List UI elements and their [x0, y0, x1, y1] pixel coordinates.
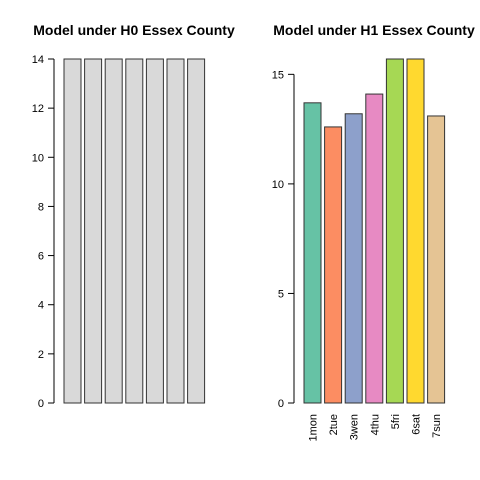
x-tick-label: 6sat [411, 414, 423, 435]
bar-5fri [385, 58, 404, 404]
chart-title: Model under H0 Essex County [33, 22, 235, 38]
bar-3wen [104, 58, 123, 404]
x-labels: 1mon 2tue 3wen 4thu 5fri 6sat 7sun [308, 414, 444, 442]
bar-1mon [63, 58, 82, 404]
bars [303, 58, 446, 404]
x-tick-label: 3wen [349, 414, 361, 440]
x-tick-label: 5fri [390, 414, 402, 429]
bar-7sun [187, 58, 206, 404]
x-tick-label: 1mon [308, 414, 320, 442]
y-tick-label: 0 [38, 398, 44, 410]
bars [63, 58, 206, 404]
y-tick-label: 10 [32, 152, 44, 164]
y-tick-label: 15 [272, 69, 284, 81]
x-tick-label: 2tue [328, 414, 340, 435]
x-tick-label: 4thu [369, 414, 381, 435]
bar-1mon [303, 102, 322, 404]
bar-6sat [406, 58, 425, 404]
x-tick-label: 7sun [431, 414, 443, 438]
chart-title: Model under H1 Essex County [273, 22, 475, 38]
y-axis: 0 5 10 15 [272, 69, 295, 410]
y-tick-label: 8 [38, 201, 44, 213]
y-tick-label: 12 [32, 103, 44, 115]
bar-5fri [145, 58, 164, 404]
y-tick-label: 5 [278, 288, 284, 300]
bar-4thu [125, 58, 144, 404]
bar-3wen [344, 113, 363, 404]
y-tick-label: 2 [38, 349, 44, 361]
bar-4thu [365, 93, 384, 404]
bar-7sun [427, 115, 446, 404]
bar-6sat [166, 58, 185, 404]
y-tick-label: 14 [32, 54, 44, 66]
y-axis: 0 2 4 6 8 10 12 14 [32, 54, 55, 410]
y-tick-label: 4 [38, 300, 44, 312]
y-tick-label: 0 [278, 398, 284, 410]
bar-2tue [324, 126, 343, 404]
bar-2tue [84, 58, 103, 404]
y-tick-label: 10 [272, 179, 284, 191]
chart-h0: Model under H0 Essex County 0 2 4 6 8 10 12 14 [32, 22, 235, 410]
chart-h1: Model under H1 Essex County 0 5 10 15 1mon 2… [272, 22, 475, 442]
y-tick-label: 6 [38, 251, 44, 263]
